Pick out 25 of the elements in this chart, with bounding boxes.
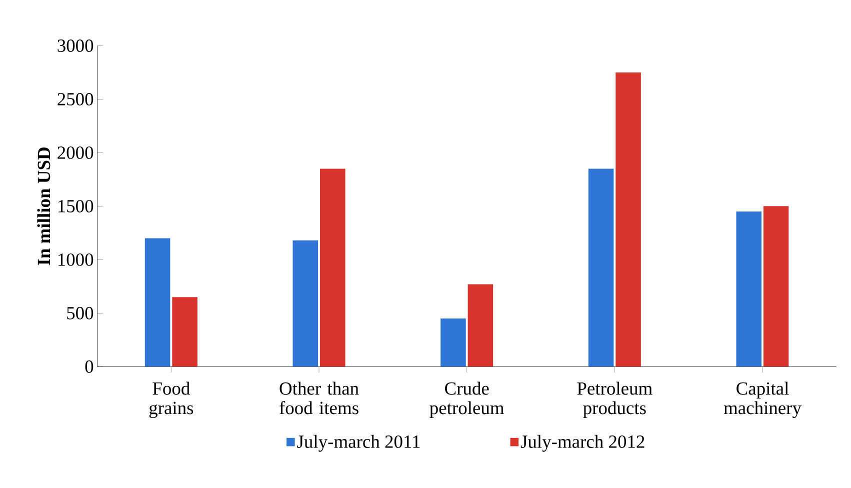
x-tick-label: Capital machinery xyxy=(724,382,802,418)
bar xyxy=(320,168,346,367)
y-tick-label: 2000 xyxy=(58,146,94,159)
y-tick-label: 1500 xyxy=(58,200,94,212)
y-axis-title: In million USD xyxy=(37,147,50,265)
y-tick-label: 3000 xyxy=(58,39,94,52)
legend-label: July-march 2011 xyxy=(297,434,420,452)
x-tick-label: Petroleum products xyxy=(577,382,652,418)
bar xyxy=(292,240,318,367)
bar xyxy=(440,318,466,367)
bar xyxy=(763,206,789,367)
bar xyxy=(144,238,170,367)
bar xyxy=(616,72,641,367)
x-tick-label: Other than food items xyxy=(280,382,359,414)
x-tick-label: Food grains xyxy=(149,382,194,418)
legend-label: July-march 2012 xyxy=(520,434,644,452)
y-tick-label: 500 xyxy=(67,306,94,320)
y-tick-label: 2500 xyxy=(58,92,94,106)
y-tick-label: 1000 xyxy=(58,253,94,266)
bar xyxy=(588,168,614,367)
x-tick-label: Crude petroleum xyxy=(430,382,504,418)
y-tick-label: 0 xyxy=(85,360,94,373)
bar xyxy=(172,297,198,367)
bar xyxy=(468,284,494,367)
bar xyxy=(736,211,762,367)
